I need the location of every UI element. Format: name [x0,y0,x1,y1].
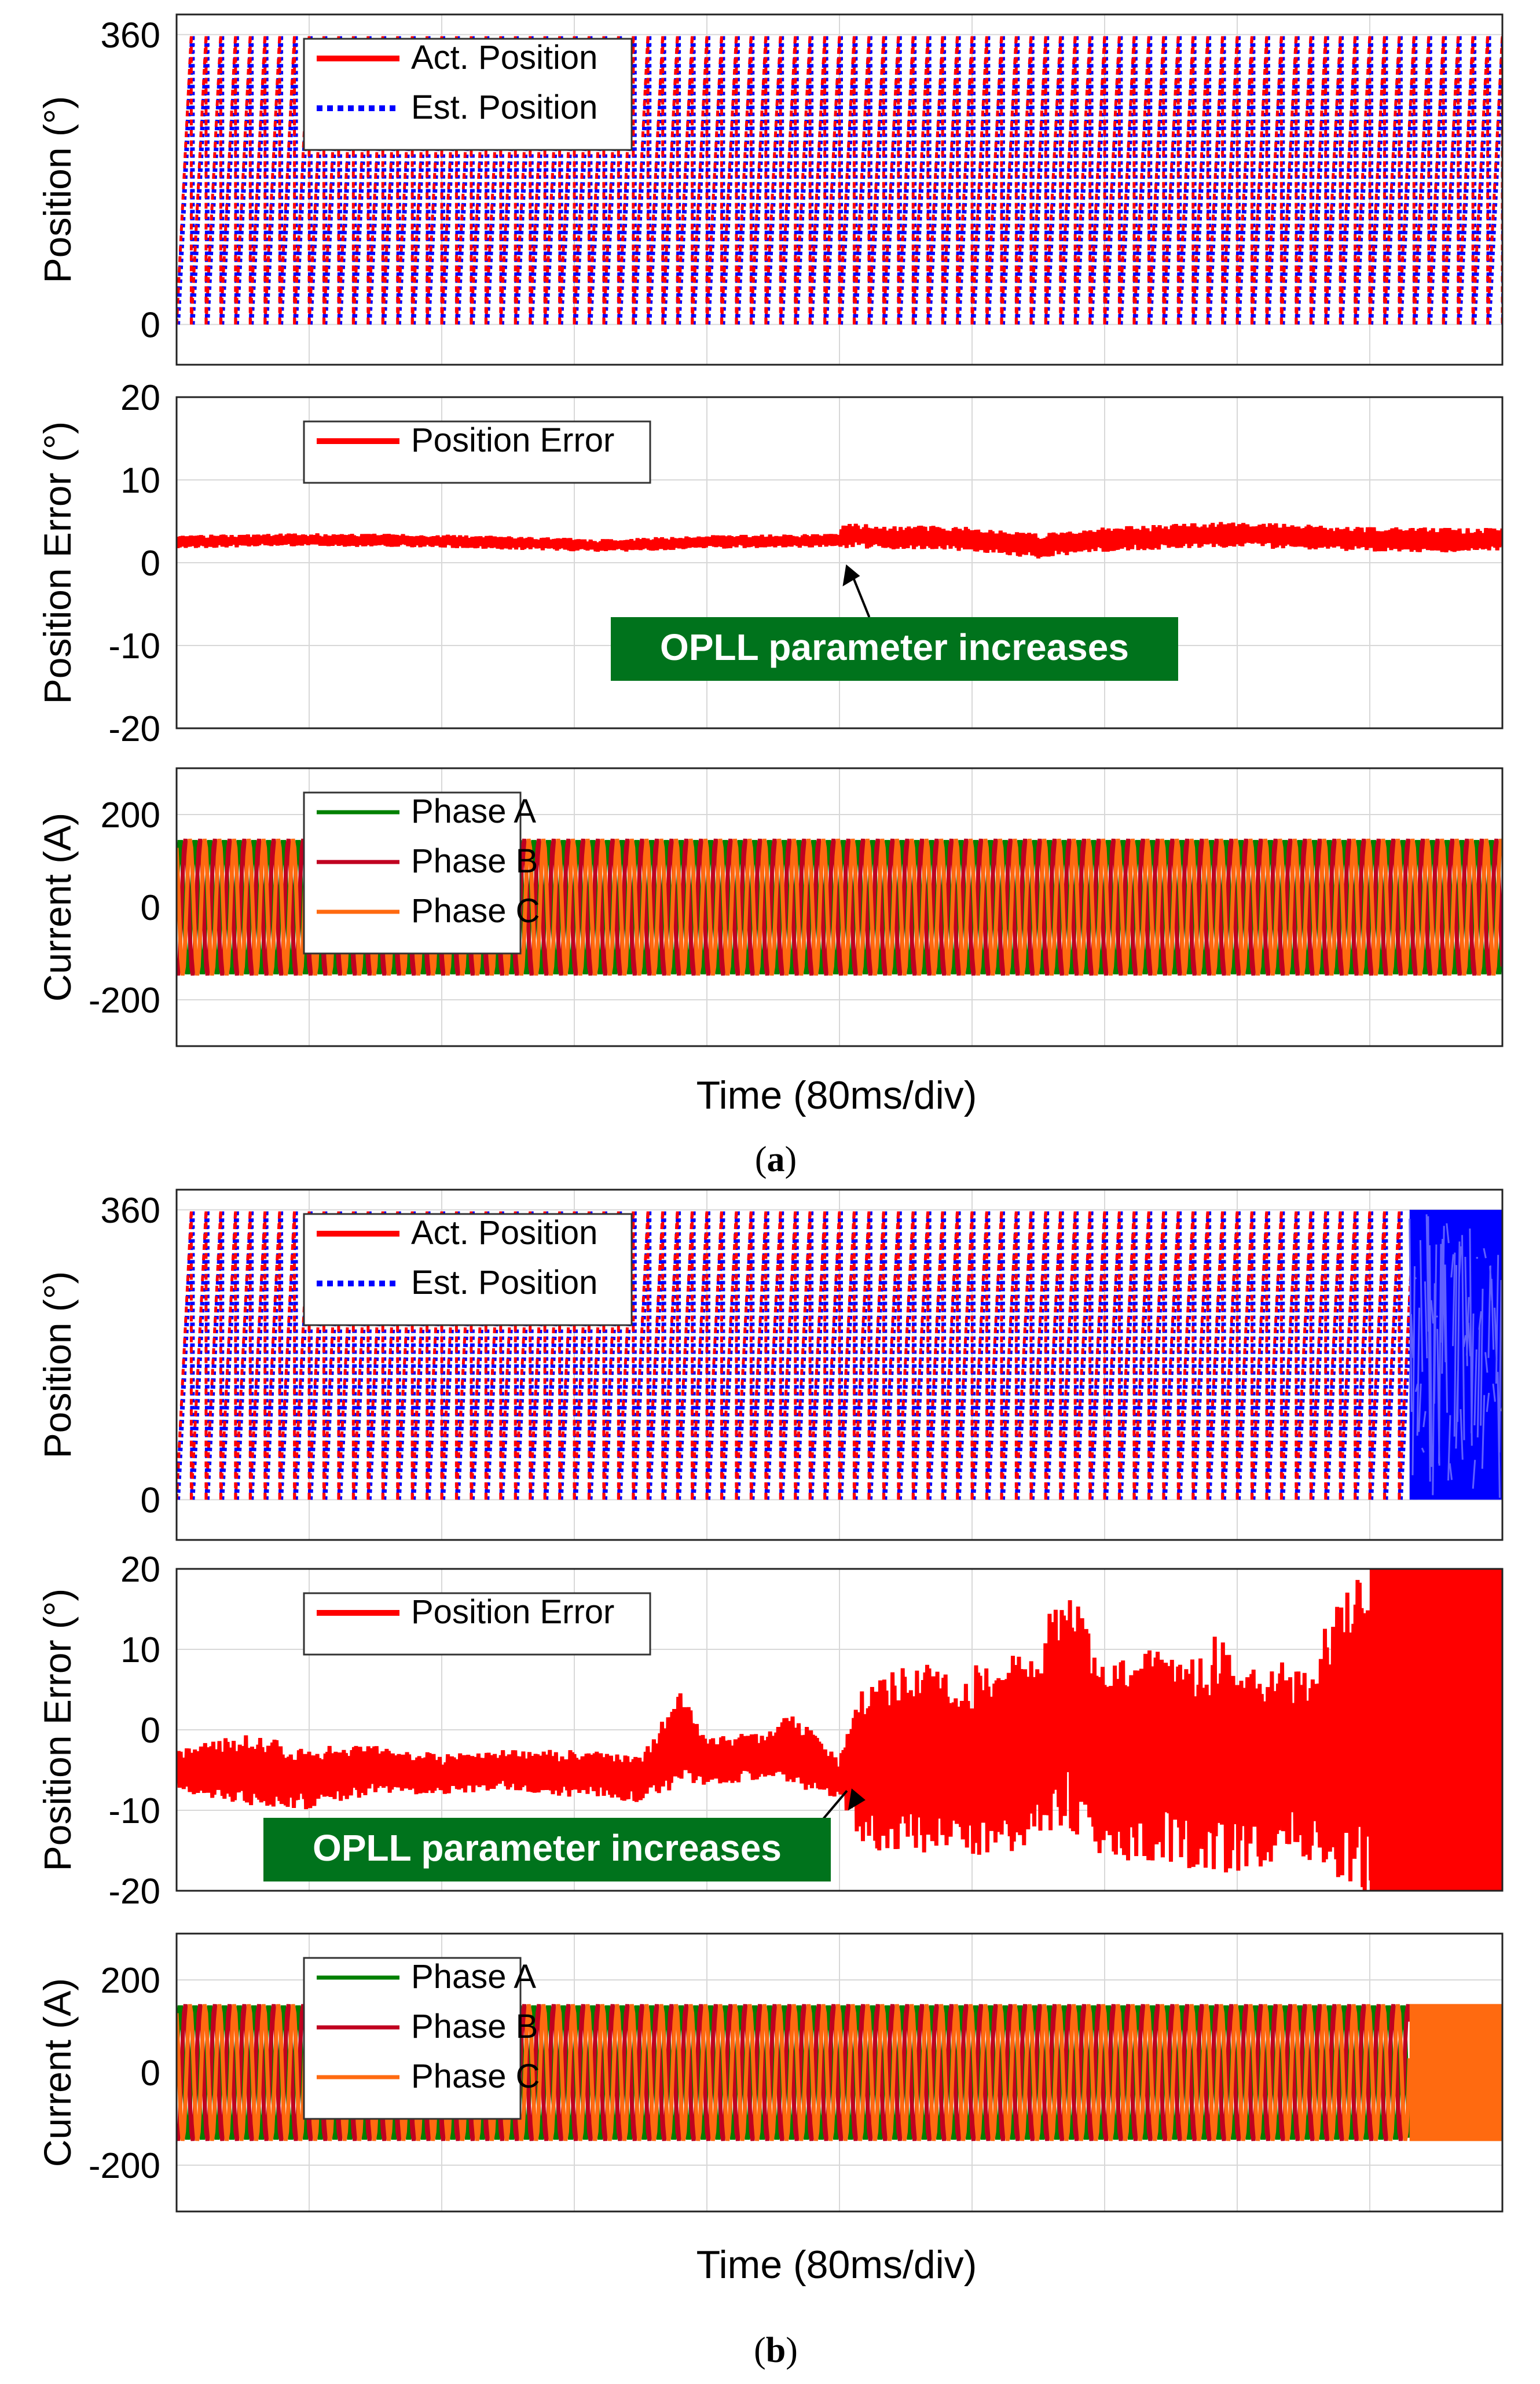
y-tick-label: 0 [141,544,160,584]
annotation-arrow-head [842,564,860,586]
annotation-arrow-head [848,1788,866,1811]
y-axis-label: Position (°) [36,96,79,284]
y-tick-label: 0 [141,2053,160,2093]
position-error-saturated [1370,1569,1502,1891]
phase-b-line [177,838,1502,976]
current-unstable-block [1409,2004,1502,2141]
caption-part: ) [785,1140,797,1179]
caption-part: ) [786,2331,798,2370]
est-position-noise [1409,1214,1502,1498]
annotation-label: OPLL parameter increases [313,1827,782,1869]
legend-label: Phase B [411,2008,538,2045]
position-error-line [177,522,1502,559]
axes-box [175,13,1504,366]
chart-a-2: -200 0 200 Current (A) Phase A Phase B Phase C [36,767,1504,1047]
caption-part: b [766,2331,786,2370]
chart-b-0: 0 360 Position (°) Act. Position Est. Positi… [36,1189,1504,1541]
legend-box [303,420,651,484]
x-axis-label: Time (80ms/div) [696,2243,977,2287]
legend-label: Phase B [411,842,538,880]
y-axis-label: Position Error (°) [36,421,79,705]
chart-b-2: -200 0 200 Current (A) Phase A Phase B Phase C [36,1932,1504,2213]
annotation-label: OPLL parameter increases [660,626,1129,668]
annotation-box [263,1818,831,1881]
series-group [177,1569,1502,1891]
y-tick-label: 360 [101,1191,160,1231]
caption-part: a [767,1140,785,1179]
legend-label: Est. Position [411,1264,597,1301]
y-tick-label: -200 [89,2146,160,2186]
legend-box [303,1592,651,1656]
series-group [177,1209,1502,1500]
y-axis-label: Position Error (°) [36,1589,79,1872]
series-group [177,522,1502,559]
y-tick-label: -10 [108,1791,160,1831]
caption-part: ( [755,1140,767,1179]
y-tick-label: 200 [101,795,160,835]
legend: Phase A Phase B Phase C [303,791,540,955]
axes-box [175,396,1504,729]
chart-a-0: 0 360 Position (°) Act. Position Est. Positi… [36,13,1504,366]
y-tick-label: 10 [120,1630,160,1670]
x-axis-label: Time (80ms/div) [696,1073,977,1117]
y-axis-label: Current (A) [36,813,79,1002]
chart-b-1: -20 -10 0 10 20 Position Error (°) Position Er… [36,1550,1504,1912]
y-tick-label: 0 [141,1711,160,1751]
caption-part: ( [754,2331,766,2370]
axes-box [175,1568,1504,1892]
legend-box [303,1957,522,2120]
legend: Position Error [303,1592,651,1656]
y-axis-label: Position (°) [36,1271,79,1459]
y-tick-label: 360 [101,16,160,56]
annotation-box [611,617,1178,681]
axes-box [175,767,1504,1047]
legend-label: Position Error [411,421,614,459]
y-tick-label: 10 [120,461,160,501]
legend: Phase A Phase B Phase C [303,1957,540,2120]
legend-label: Est. Position [411,89,597,126]
axes-box [175,1932,1504,2213]
legend-label: Phase C [411,892,540,930]
panel-caption: (a) [755,1140,797,1179]
legend-label: Position Error [411,1593,614,1631]
position-error-line [177,1569,1502,1891]
legend: Act. Position Est. Position [303,38,633,151]
legend-label: Phase A [411,1958,536,1996]
y-tick-label: 20 [120,378,160,418]
legend: Act. Position Est. Position [303,1213,633,1326]
legend-label: Act. Position [411,1214,597,1252]
legend-label: Phase C [411,2057,540,2095]
legend-box [303,791,522,955]
y-tick-label: 0 [141,305,160,345]
y-tick-label: -20 [108,1872,160,1912]
y-tick-label: -200 [89,981,160,1021]
legend-label: Act. Position [411,39,597,76]
y-tick-label: 200 [101,1961,160,2001]
legend-label: Phase A [411,793,536,830]
annotation: OPLL parameter increases [263,1788,866,1881]
axes-box [175,1189,1504,1541]
y-tick-label: -20 [108,709,160,749]
panel-caption: (b) [754,2331,798,2370]
y-tick-label: 20 [120,1550,160,1590]
y-tick-label: 0 [141,1480,160,1520]
legend: Position Error [303,420,651,484]
annotation: OPLL parameter increases [611,564,1178,681]
y-tick-label: -10 [108,626,160,666]
chart-a-1: -20 -10 0 10 20 Position Error (°) Position Er… [36,378,1504,749]
y-axis-label: Current (A) [36,1978,79,2167]
legend-box [303,1213,633,1326]
y-tick-label: 0 [141,888,160,928]
